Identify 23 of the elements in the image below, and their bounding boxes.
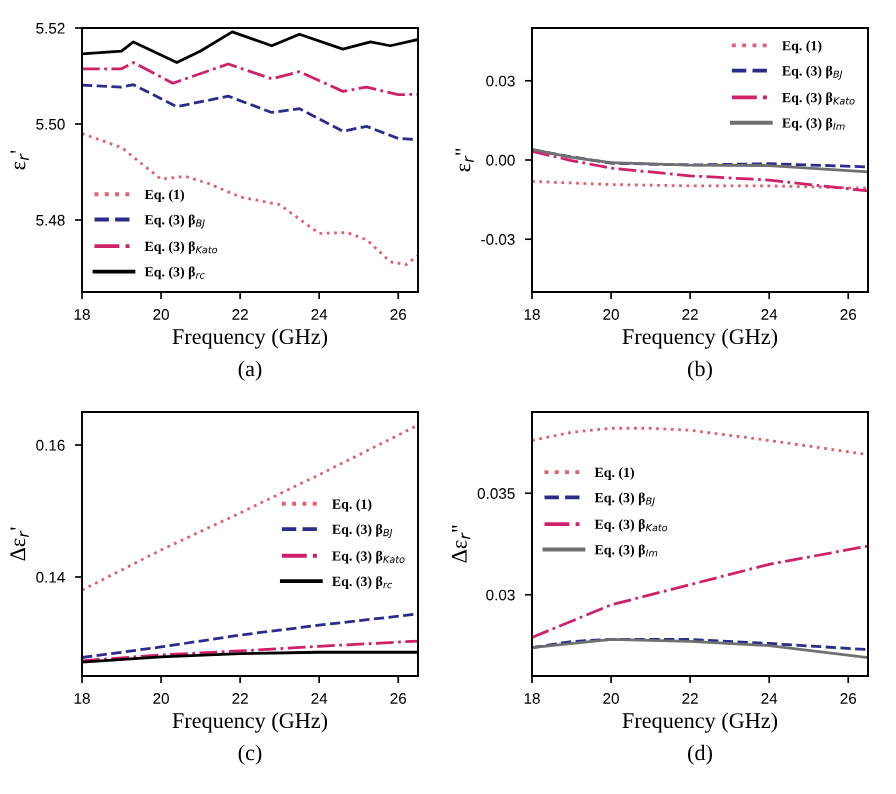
line-series	[532, 149, 868, 193]
text: (a)	[238, 360, 262, 381]
text: (b)	[688, 360, 712, 381]
line-series	[532, 638, 868, 660]
line-series	[82, 612, 418, 659]
x-axis-title: Frequency (GHz)	[172, 712, 328, 733]
line-series	[82, 61, 418, 97]
line-series	[82, 83, 418, 142]
line-series	[82, 639, 418, 663]
text: (c)	[238, 744, 262, 765]
y-axis-title: Δε$_{r}$'	[10, 527, 29, 561]
y-axis-title: Δε$_{r}$''	[451, 525, 471, 563]
y-axis-title: ε$_{r}$''	[455, 148, 474, 172]
y-axis-title: ε$_{r}$'	[10, 150, 29, 170]
x-axis-title: Frequency (GHz)	[622, 328, 778, 349]
x-axis-title: Frequency (GHz)	[622, 712, 778, 733]
line-series	[532, 544, 868, 639]
line-series	[82, 423, 418, 592]
x-axis-title: Frequency (GHz)	[172, 328, 328, 349]
line-series	[532, 426, 868, 457]
line-series	[532, 148, 868, 174]
text: (d)	[688, 744, 712, 765]
line-series	[82, 132, 418, 267]
